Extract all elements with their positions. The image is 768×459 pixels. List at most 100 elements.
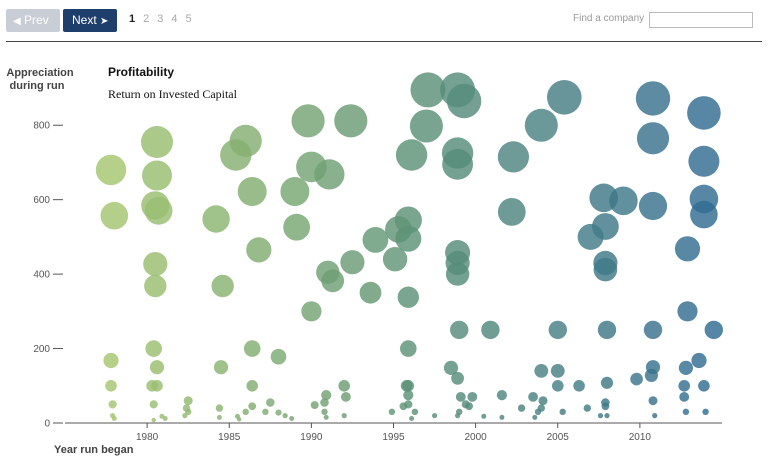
data-point[interactable]: [409, 416, 415, 421]
data-point[interactable]: [674, 236, 701, 262]
data-point[interactable]: [142, 160, 172, 191]
data-point[interactable]: [341, 392, 351, 402]
data-point[interactable]: [237, 177, 267, 206]
data-point[interactable]: [691, 352, 707, 369]
data-point[interactable]: [282, 413, 288, 419]
find-company-input[interactable]: [649, 12, 753, 28]
data-point[interactable]: [496, 390, 507, 401]
data-point[interactable]: [538, 396, 548, 406]
data-point[interactable]: [151, 417, 156, 423]
page-link-4[interactable]: 4: [171, 13, 178, 25]
data-point[interactable]: [528, 392, 538, 402]
data-point[interactable]: [467, 392, 478, 402]
data-point[interactable]: [144, 274, 167, 298]
data-point[interactable]: [643, 320, 663, 340]
data-point[interactable]: [362, 227, 389, 253]
data-point[interactable]: [397, 286, 419, 308]
next-button[interactable]: Next ➤: [63, 9, 117, 32]
data-point[interactable]: [243, 340, 261, 357]
data-point[interactable]: [334, 104, 368, 138]
prev-button[interactable]: ◀ Prev: [6, 9, 60, 32]
data-point[interactable]: [534, 364, 549, 378]
data-point[interactable]: [524, 108, 558, 142]
data-point[interactable]: [652, 413, 658, 419]
data-point[interactable]: [577, 223, 604, 250]
data-point[interactable]: [497, 141, 529, 173]
data-point[interactable]: [604, 413, 610, 419]
data-point[interactable]: [499, 414, 505, 420]
data-point[interactable]: [678, 360, 694, 375]
data-point[interactable]: [443, 360, 459, 375]
data-point[interactable]: [105, 380, 117, 392]
data-point[interactable]: [246, 237, 272, 263]
data-point[interactable]: [395, 225, 422, 252]
data-point[interactable]: [597, 413, 604, 419]
data-point[interactable]: [451, 371, 464, 385]
data-point[interactable]: [289, 416, 295, 421]
data-point[interactable]: [262, 408, 269, 415]
data-point[interactable]: [679, 392, 690, 402]
data-point[interactable]: [283, 213, 310, 241]
data-point[interactable]: [211, 274, 234, 298]
data-point[interactable]: [95, 154, 127, 186]
data-point[interactable]: [400, 340, 417, 357]
data-point[interactable]: [216, 414, 222, 420]
data-point[interactable]: [410, 72, 446, 108]
data-point[interactable]: [409, 109, 443, 143]
data-point[interactable]: [411, 408, 419, 415]
data-point[interactable]: [323, 414, 329, 420]
data-point[interactable]: [648, 396, 658, 406]
data-point[interactable]: [143, 252, 168, 277]
data-point[interactable]: [644, 368, 659, 382]
data-point[interactable]: [682, 408, 690, 415]
data-point[interactable]: [100, 201, 129, 230]
data-point[interactable]: [270, 348, 287, 365]
data-point[interactable]: [151, 380, 163, 392]
data-point[interactable]: [465, 402, 473, 411]
data-point[interactable]: [550, 364, 565, 378]
data-point[interactable]: [108, 400, 117, 409]
data-point[interactable]: [310, 401, 319, 410]
data-point[interactable]: [481, 413, 487, 419]
data-point[interactable]: [552, 380, 564, 392]
data-point[interactable]: [548, 320, 567, 340]
data-point[interactable]: [677, 301, 698, 322]
data-point[interactable]: [403, 390, 414, 401]
data-point[interactable]: [442, 148, 473, 180]
data-point[interactable]: [246, 380, 258, 392]
data-point[interactable]: [340, 250, 365, 275]
data-point[interactable]: [242, 408, 249, 415]
data-point[interactable]: [704, 320, 723, 340]
data-point[interactable]: [382, 247, 408, 272]
data-point[interactable]: [399, 402, 408, 411]
data-point[interactable]: [182, 413, 188, 419]
data-point[interactable]: [638, 191, 668, 221]
data-point[interactable]: [213, 360, 229, 375]
data-point[interactable]: [321, 390, 332, 401]
data-point[interactable]: [321, 269, 345, 293]
data-point[interactable]: [593, 257, 618, 282]
data-point[interactable]: [635, 81, 671, 116]
data-point[interactable]: [432, 413, 438, 419]
data-point[interactable]: [185, 408, 192, 415]
data-point[interactable]: [583, 404, 591, 412]
page-link-5[interactable]: 5: [185, 13, 192, 25]
page-link-3[interactable]: 3: [157, 13, 164, 25]
data-point[interactable]: [497, 198, 526, 226]
data-point[interactable]: [103, 352, 119, 369]
data-point[interactable]: [145, 340, 162, 357]
data-point[interactable]: [601, 402, 610, 411]
data-point[interactable]: [450, 320, 469, 340]
data-point[interactable]: [702, 408, 709, 415]
data-point[interactable]: [359, 281, 382, 304]
data-point[interactable]: [314, 159, 345, 190]
data-point[interactable]: [517, 404, 526, 412]
data-point[interactable]: [301, 301, 322, 322]
data-point[interactable]: [321, 408, 328, 415]
data-point[interactable]: [446, 83, 482, 119]
data-point[interactable]: [202, 205, 230, 233]
data-point[interactable]: [141, 126, 173, 158]
data-point[interactable]: [220, 139, 252, 171]
page-link-1[interactable]: 1: [129, 13, 136, 25]
data-point[interactable]: [320, 398, 329, 407]
